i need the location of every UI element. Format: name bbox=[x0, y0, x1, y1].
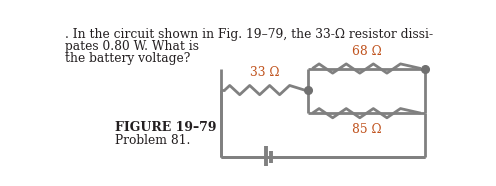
Text: . In the circuit shown in Fig. 19–79, the 33-Ω resistor dissi-: . In the circuit shown in Fig. 19–79, th… bbox=[65, 28, 433, 41]
Text: 85 Ω: 85 Ω bbox=[352, 123, 381, 136]
Text: pates 0.80 W. What is: pates 0.80 W. What is bbox=[65, 40, 199, 53]
Text: FIGURE 19–79: FIGURE 19–79 bbox=[115, 121, 216, 134]
Text: the battery voltage?: the battery voltage? bbox=[65, 52, 190, 65]
Text: 33 Ω: 33 Ω bbox=[250, 65, 279, 78]
Text: 68 Ω: 68 Ω bbox=[352, 45, 381, 58]
Text: Problem 81.: Problem 81. bbox=[115, 134, 190, 147]
